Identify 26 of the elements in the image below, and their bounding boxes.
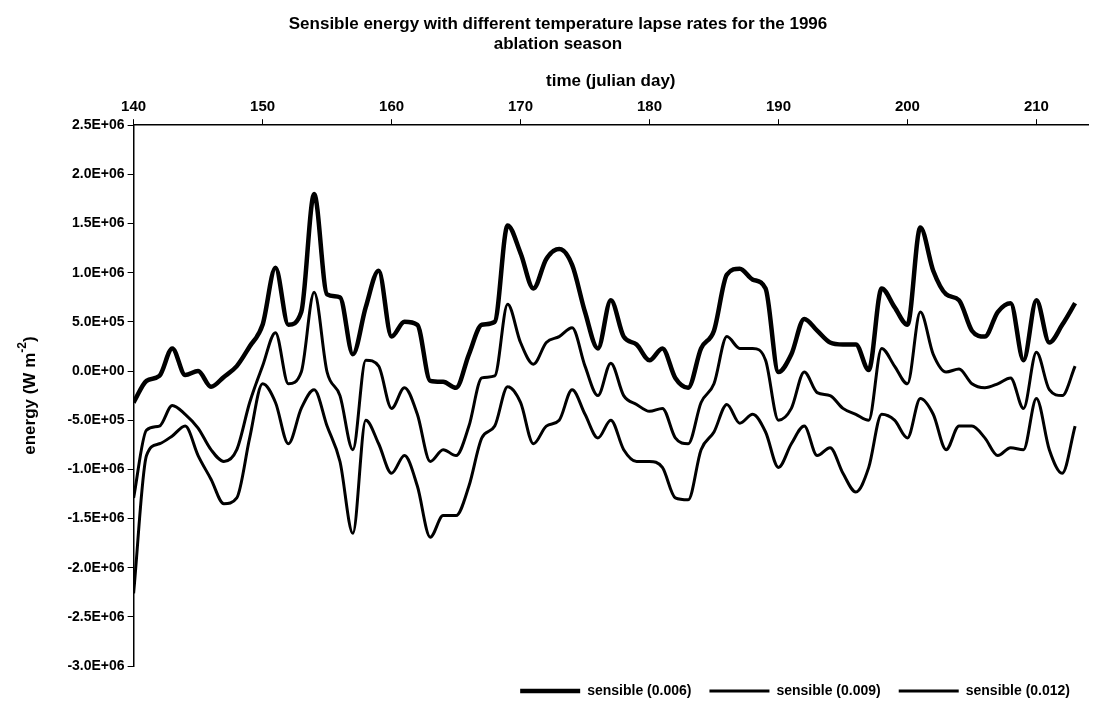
x-axis-title: time (julian day)	[546, 70, 676, 90]
legend-label: sensible (0.012)	[965, 681, 1071, 698]
y-tick-label: 1.0E+06	[72, 263, 125, 280]
legend-label: sensible (0.006)	[587, 681, 692, 698]
y-tick-label: 5.0E+05	[72, 312, 125, 329]
y-tick-label: -2.0E+06	[67, 558, 125, 575]
x-tick-label: 180	[636, 97, 663, 115]
y-tick-label: -5.0E+05	[67, 411, 125, 428]
x-tick-label: 160	[379, 97, 405, 115]
x-tick-label: 210	[1023, 97, 1049, 115]
chart-title: Sensible energy with different temperature lapse rates for the 1996 ablation season	[288, 13, 828, 54]
x-tick-label: 140	[121, 97, 147, 115]
x-tick-label: 150	[250, 97, 276, 115]
y-tick-label: 2.5E+06	[72, 116, 125, 133]
legend-label: sensible (0.009)	[776, 681, 881, 698]
y-axis-title: energy (W m-2)	[15, 336, 39, 455]
y-tick-label: 1.5E+06	[72, 214, 125, 231]
x-tick-label: 190	[765, 97, 791, 115]
y-tick-label: -1.5E+06	[67, 509, 125, 526]
x-tick-label: 200	[894, 97, 920, 115]
y-tick-label: -2.5E+06	[67, 607, 125, 624]
x-tick-label: 170	[508, 97, 534, 115]
y-tick-label: 0.0E+00	[72, 361, 125, 378]
y-tick-label: -3.0E+06	[67, 656, 125, 673]
y-tick-label: -1.0E+06	[67, 460, 125, 477]
y-tick-label: 2.0E+06	[72, 165, 125, 182]
